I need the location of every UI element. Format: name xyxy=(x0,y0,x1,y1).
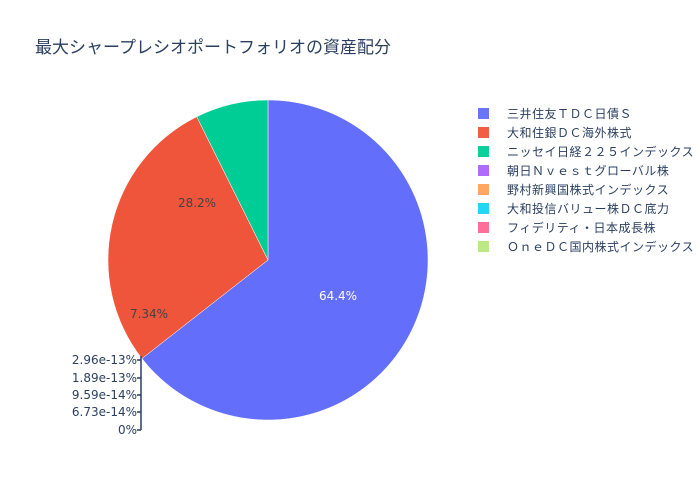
legend-swatch-icon xyxy=(478,127,489,138)
tiny-label-5: 0% xyxy=(118,423,137,437)
pie-slice[interactable] xyxy=(107,116,269,359)
legend-swatch-icon xyxy=(478,184,489,195)
slice-label-3: 7.34% xyxy=(130,307,168,321)
legend-label: 大和投信バリュー株ＤＣ底力 xyxy=(507,202,670,216)
legend-label: ＯｎｅＤＣ国内株式インデックス xyxy=(507,240,695,254)
tiny-slice-leader xyxy=(137,356,142,431)
legend-swatch-icon xyxy=(478,108,489,119)
legend-item[interactable]: 朝日Ｎｖｅｓｔグローバル株 xyxy=(470,161,694,180)
pie-slices xyxy=(107,99,429,421)
slice-labels: 64.4% 28.2% 7.34% xyxy=(130,196,357,321)
legend-swatch-icon xyxy=(478,222,489,233)
legend-label: ニッセイ日経２２５インデックス xyxy=(507,145,695,159)
legend-swatch-icon xyxy=(478,146,489,157)
legend-item[interactable]: ＯｎｅＤＣ国内株式インデックス xyxy=(470,237,694,256)
legend-label: 三井住友ＴＤＣ日債Ｓ xyxy=(507,107,633,121)
chart-title: 最大シャープレシオポートフォリオの資産配分 xyxy=(35,38,391,58)
slice-label-2: 28.2% xyxy=(178,196,216,210)
legend-swatch-icon xyxy=(478,165,489,176)
pie-slice[interactable] xyxy=(196,99,269,261)
legend-label: 野村新興国株式インデックス xyxy=(507,183,670,197)
tiny-label-4: 6.73e-14% xyxy=(72,405,137,419)
legend-label: 朝日Ｎｖｅｓｔグローバル株 xyxy=(507,164,670,178)
legend-item[interactable]: 大和投信バリュー株ＤＣ底力 xyxy=(470,199,694,218)
legend-swatch-icon xyxy=(478,203,489,214)
legend-label: フィデリティ・日本成長株 xyxy=(507,221,657,235)
tiny-slice-labels: 2.96e-13% 1.89e-13% 9.59e-14% 6.73e-14% … xyxy=(72,353,137,437)
pie-slice[interactable] xyxy=(141,99,429,421)
tiny-label-1: 2.96e-13% xyxy=(72,353,137,367)
slice-label-1: 64.4% xyxy=(319,289,357,303)
legend-item[interactable]: 大和住銀ＤＣ海外株式 xyxy=(470,123,694,142)
legend: 三井住友ＴＤＣ日債Ｓ 大和住銀ＤＣ海外株式 ニッセイ日経２２５インデックス 朝日… xyxy=(470,104,694,256)
legend-label: 大和住銀ＤＣ海外株式 xyxy=(507,126,633,140)
tiny-label-3: 9.59e-14% xyxy=(72,388,137,402)
legend-item[interactable]: フィデリティ・日本成長株 xyxy=(470,218,694,237)
legend-item[interactable]: ニッセイ日経２２５インデックス xyxy=(470,142,694,161)
tiny-label-2: 1.89e-13% xyxy=(72,371,137,385)
legend-item[interactable]: 野村新興国株式インデックス xyxy=(470,180,694,199)
legend-swatch-icon xyxy=(478,241,489,252)
legend-item[interactable]: 三井住友ＴＤＣ日債Ｓ xyxy=(470,104,694,123)
